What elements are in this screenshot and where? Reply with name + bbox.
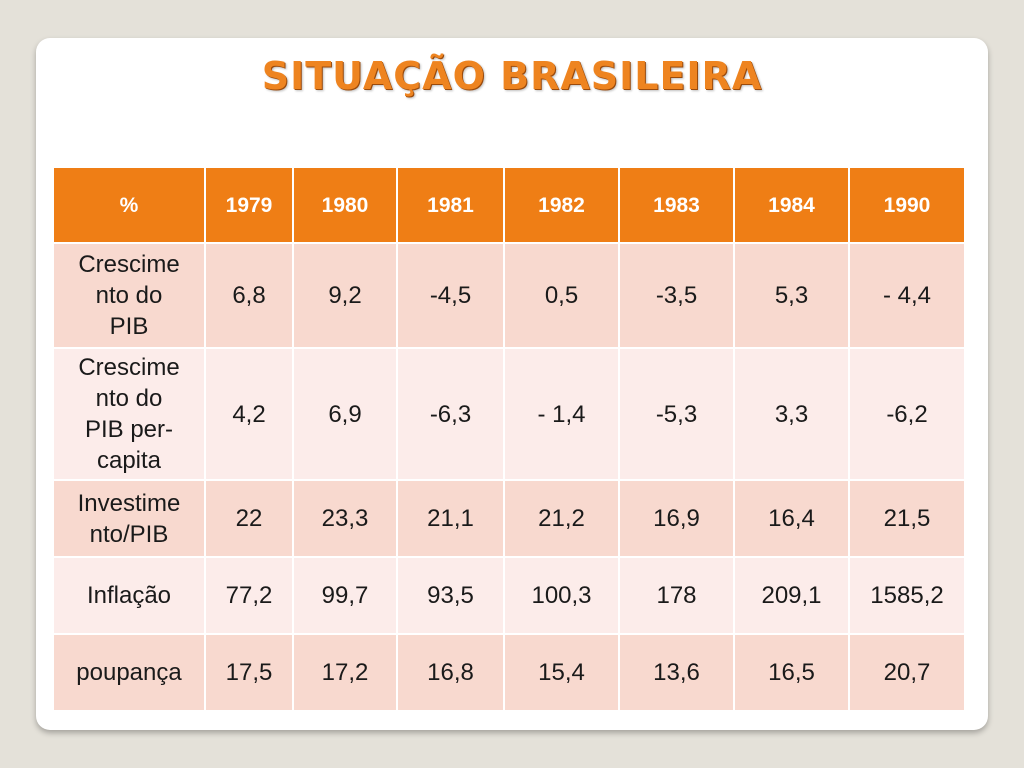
header-cell-percent: % — [52, 166, 206, 244]
header-cell-year: 1979 — [204, 166, 294, 244]
table-cell: - 1,4 — [503, 347, 620, 481]
table-row-crescimento-pib-per-capita: Crescime nto do PIB per-capita 4,2 6,9 -6,… — [52, 347, 966, 481]
header-cell-year: 1983 — [618, 166, 735, 244]
table-cell: -5,3 — [618, 347, 735, 481]
table-row-inflacao: Inflação 77,2 99,7 93,5 100,3 178 209,1 … — [52, 556, 966, 635]
table-cell: -3,5 — [618, 242, 735, 349]
table-cell: 20,7 — [848, 633, 966, 712]
table-cell: - 4,4 — [848, 242, 966, 349]
table-cell: 21,1 — [396, 479, 505, 558]
table-cell: 6,9 — [292, 347, 398, 481]
row-label: Inflação — [52, 556, 206, 635]
table-cell: 178 — [618, 556, 735, 635]
table-cell: 3,3 — [733, 347, 850, 481]
table-cell: 13,6 — [618, 633, 735, 712]
table-cell: 22 — [204, 479, 294, 558]
table-cell: 16,8 — [396, 633, 505, 712]
table-cell: 17,2 — [292, 633, 398, 712]
row-label: Crescime nto do PIB per-capita — [52, 347, 206, 481]
header-cell-year: 1982 — [503, 166, 620, 244]
table-cell: 16,5 — [733, 633, 850, 712]
header-cell-year: 1981 — [396, 166, 505, 244]
table-cell: 15,4 — [503, 633, 620, 712]
header-cell-year: 1984 — [733, 166, 850, 244]
table-cell: 0,5 — [503, 242, 620, 349]
table-cell: 4,2 — [204, 347, 294, 481]
slide-title: SITUAÇÃO BRASILEIRA — [261, 54, 763, 98]
header-cell-year: 1990 — [848, 166, 966, 244]
table-cell: 93,5 — [396, 556, 505, 635]
table-row-investimento-pib: Investime nto/PIB 22 23,3 21,1 21,2 16,9 … — [52, 479, 966, 558]
table-cell: 6,8 — [204, 242, 294, 349]
row-label: Investime nto/PIB — [52, 479, 206, 558]
table-cell: 100,3 — [503, 556, 620, 635]
table-cell: -6,3 — [396, 347, 505, 481]
table-cell: -6,2 — [848, 347, 966, 481]
table-cell: -4,5 — [396, 242, 505, 349]
table-cell: 21,5 — [848, 479, 966, 558]
table-cell: 21,2 — [503, 479, 620, 558]
table-cell: 77,2 — [204, 556, 294, 635]
table-cell: 5,3 — [733, 242, 850, 349]
row-label: Crescime nto do PIB — [52, 242, 206, 349]
table-cell: 209,1 — [733, 556, 850, 635]
row-label: poupança — [52, 633, 206, 712]
slide: SITUAÇÃO BRASILEIRA % 1979 1980 1981 198… — [36, 38, 988, 730]
table-row-crescimento-pib: Crescime nto do PIB 6,8 9,2 -4,5 0,5 -3,5 … — [52, 242, 966, 349]
data-table: % 1979 1980 1981 1982 1983 1984 1990 Cre… — [52, 166, 966, 712]
header-row: % 1979 1980 1981 1982 1983 1984 1990 — [52, 166, 966, 244]
table-cell: 99,7 — [292, 556, 398, 635]
table-cell: 16,9 — [618, 479, 735, 558]
table-cell: 1585,2 — [848, 556, 966, 635]
table-cell: 17,5 — [204, 633, 294, 712]
table-cell: 9,2 — [292, 242, 398, 349]
table-cell: 23,3 — [292, 479, 398, 558]
table-row-poupanca: poupança 17,5 17,2 16,8 15,4 13,6 16,5 2… — [52, 633, 966, 712]
table-cell: 16,4 — [733, 479, 850, 558]
header-cell-year: 1980 — [292, 166, 398, 244]
